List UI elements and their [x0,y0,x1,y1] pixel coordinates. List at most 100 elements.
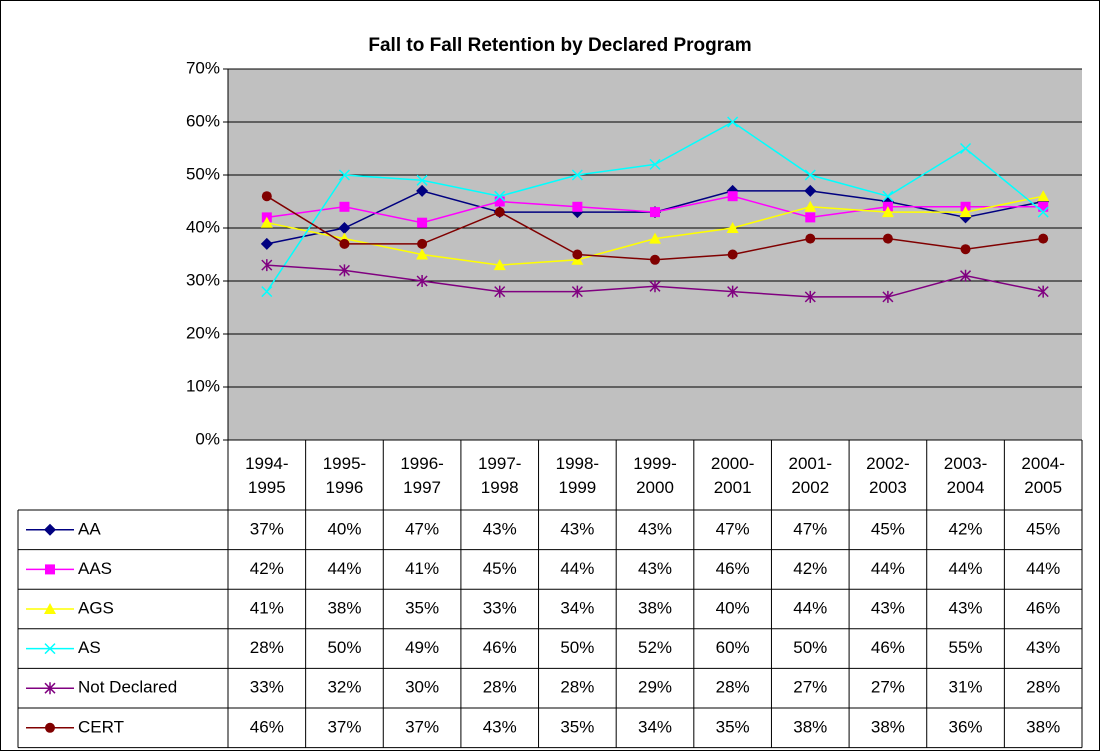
marker [261,286,273,298]
marker [44,523,56,536]
table-cell: 44% [793,598,827,617]
y-tick-label: 70% [186,58,220,77]
table-cell: 28% [250,638,284,657]
table-cell: 35% [560,717,594,736]
table-cell: 45% [1026,519,1060,538]
legend-label: CERT [78,717,124,736]
marker [571,285,583,298]
legend-label: AGS [78,598,114,617]
marker [261,259,273,272]
marker [571,169,583,181]
table-cell: 40% [327,519,361,538]
marker [416,248,429,260]
table-cell: 38% [638,598,672,617]
table-cell: 38% [793,717,827,736]
x-tick-label: 2002-2003 [866,454,910,497]
marker [726,222,739,233]
marker [44,603,56,614]
marker [416,184,429,197]
marker [1038,201,1049,212]
table-cell: 42% [949,519,983,538]
y-tick-label: 50% [186,164,220,183]
table-cell: 44% [871,559,905,578]
table-cell: 50% [793,638,827,657]
marker [1037,206,1049,218]
marker [960,142,972,155]
marker [417,217,428,228]
table-cell: 60% [716,638,750,657]
marker [260,237,273,250]
marker [882,233,893,244]
table-cell: 36% [949,717,983,736]
marker [45,722,55,733]
table-cell: 40% [716,598,750,617]
table-cell: 28% [560,678,594,697]
marker [727,285,739,298]
table-cell: 28% [716,678,750,697]
table-cell: 55% [949,638,983,657]
x-tick-label: 2004-2005 [1021,454,1065,497]
marker [416,275,428,287]
marker [572,201,583,212]
table-cell: 32% [327,678,361,697]
table-cell: 50% [560,638,594,657]
marker [881,206,894,218]
table-cell: 50% [327,638,361,657]
table-cell: 29% [638,678,672,697]
x-tick-label: 1999-2000 [633,454,677,497]
table-cell: 38% [871,717,905,736]
marker [416,174,428,186]
y-tick-label: 10% [186,376,220,395]
marker [804,200,817,212]
table-cell: 46% [250,717,284,736]
table-cell: 27% [871,678,905,697]
x-tick-label: 1996-1997 [400,454,444,497]
table-cell: 35% [716,717,750,736]
marker [417,238,428,249]
table-cell: 47% [405,519,439,538]
table-cell: 47% [716,519,750,538]
table-cell: 43% [949,598,983,617]
table-cell: 46% [716,559,750,578]
marker [1037,190,1050,202]
table-cell: 45% [483,559,517,578]
marker [44,643,56,655]
table-cell: 38% [327,598,361,617]
table-cell: 31% [949,678,983,697]
legend-label: AS [78,638,101,657]
x-tick-label: 1994-1995 [245,454,289,497]
marker [960,269,972,282]
marker [494,190,506,202]
table-cell: 38% [1026,717,1060,736]
table-cell: 34% [560,598,594,617]
y-tick-label: 30% [186,270,220,289]
marker [494,207,505,218]
table-cell: 43% [483,717,517,736]
x-tick-label: 1998-1999 [555,454,600,497]
marker [804,290,816,303]
marker [727,116,739,128]
table-cell: 27% [793,678,827,697]
table-cell: 49% [405,638,439,657]
table-cell: 43% [1026,638,1060,657]
legend-label: Not Declared [78,678,177,697]
marker [572,249,583,260]
marker [1037,285,1049,298]
marker [261,191,272,202]
marker [649,158,661,170]
marker [1038,233,1049,244]
table-cell: 37% [405,717,439,736]
x-tick-label: 1995-1996 [322,454,367,497]
x-tick-label: 2003-2004 [943,454,988,497]
table-cell: 43% [560,519,594,538]
table-cell: 34% [638,717,672,736]
table-cell: 52% [638,638,672,657]
marker [338,264,350,277]
table-cell: 43% [483,519,517,538]
x-tick-label: 2001-2002 [788,454,832,497]
table-cell: 42% [250,559,284,578]
table-cell: 44% [327,559,361,578]
table-cell: 28% [483,678,517,697]
table-cell: 37% [250,519,284,538]
